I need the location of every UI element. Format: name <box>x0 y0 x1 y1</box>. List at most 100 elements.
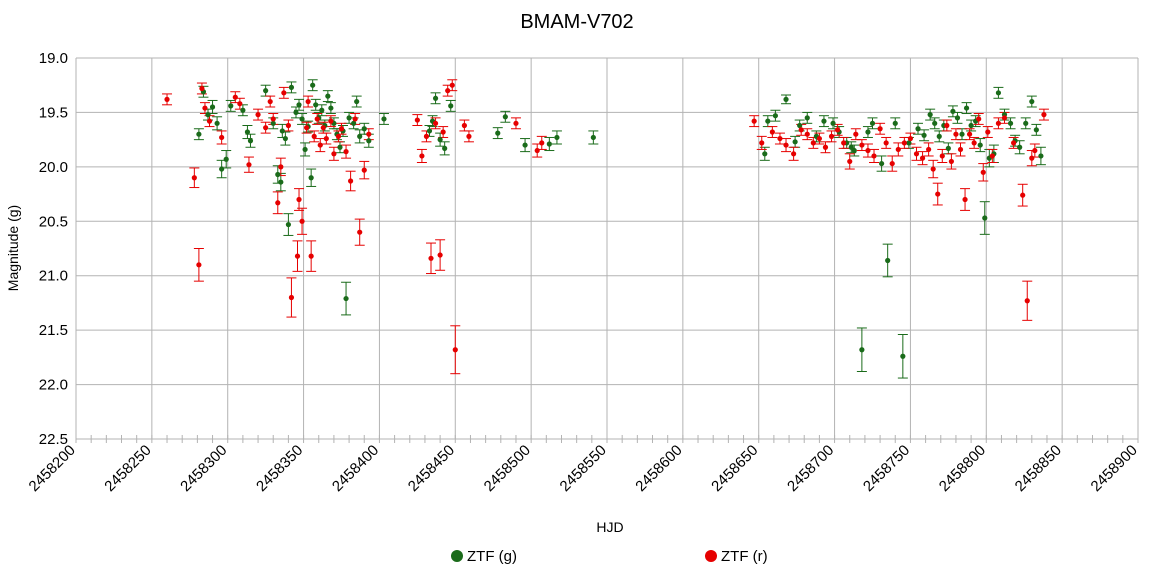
point-r <box>889 160 895 167</box>
point-r <box>255 112 261 118</box>
point-g <box>293 109 299 116</box>
x-tick-label: 2458500 <box>481 442 534 495</box>
point-r <box>948 158 954 165</box>
point-r <box>357 229 363 235</box>
point-r <box>304 125 310 131</box>
point-g <box>495 130 501 136</box>
point-r <box>751 118 757 124</box>
point-r <box>452 347 458 353</box>
point-r <box>1041 112 1047 118</box>
point-g <box>1007 120 1014 126</box>
point-r <box>328 118 334 124</box>
x-tick-label: 2458650 <box>708 442 761 495</box>
legend-label-r: ZTF (r) <box>721 548 768 565</box>
point-g <box>282 135 288 142</box>
point-r <box>281 90 287 96</box>
point-r <box>1001 115 1008 121</box>
point-g <box>285 221 291 228</box>
point-r <box>219 134 225 141</box>
point-g <box>502 114 508 120</box>
point-r <box>296 196 302 203</box>
point-g <box>869 120 876 126</box>
point-r <box>246 162 252 168</box>
point-g <box>357 133 363 139</box>
point-g <box>977 142 983 148</box>
point-g <box>797 122 803 129</box>
point-r <box>299 218 305 224</box>
y-tick-label: 21.5 <box>39 322 68 339</box>
point-g <box>275 171 281 178</box>
point-r <box>859 142 865 148</box>
point-g <box>522 142 528 148</box>
point-r <box>944 122 950 129</box>
point-r <box>828 133 835 139</box>
point-g <box>546 141 552 147</box>
point-r <box>196 262 202 268</box>
point-r <box>348 178 354 184</box>
point-g <box>1017 144 1023 150</box>
x-tick-label: 2458400 <box>329 442 382 495</box>
point-g <box>865 129 871 135</box>
point-g <box>299 116 305 122</box>
error-bars <box>162 79 1049 379</box>
point-g <box>244 129 251 135</box>
point-r <box>428 255 434 261</box>
chart-title: BMAM-V702 <box>520 11 633 33</box>
point-r <box>534 147 540 154</box>
y-tick-label: 20.5 <box>39 213 68 230</box>
point-g <box>792 139 798 145</box>
point-g <box>765 118 771 124</box>
point-r <box>853 131 859 137</box>
y-axis-label: Magnitude (g) <box>5 205 21 291</box>
point-g <box>848 144 854 150</box>
point-r <box>976 116 982 122</box>
point-r <box>777 135 783 142</box>
point-r <box>980 169 986 175</box>
point-r <box>314 116 320 122</box>
x-tick-label: 2458300 <box>177 442 230 495</box>
point-g <box>932 120 938 126</box>
point-r <box>804 131 810 137</box>
point-g <box>1029 98 1035 105</box>
point-r <box>935 191 941 197</box>
point-r <box>270 116 276 122</box>
x-tick-label: 2458450 <box>405 442 458 495</box>
point-r <box>865 147 871 154</box>
y-tick-label: 19.0 <box>39 50 68 67</box>
point-g <box>1033 127 1039 133</box>
point-g <box>270 120 276 126</box>
point-r <box>759 140 765 146</box>
point-r <box>841 140 847 146</box>
point-g <box>1023 120 1029 126</box>
point-g <box>783 96 789 102</box>
point-r <box>232 94 238 100</box>
axes <box>75 58 1139 443</box>
point-g <box>892 120 898 126</box>
point-g <box>209 104 216 110</box>
point-r <box>769 129 775 135</box>
data-points <box>164 82 1047 359</box>
point-r <box>895 146 901 153</box>
point-r <box>305 98 311 105</box>
x-tick-label: 2458850 <box>1012 442 1065 495</box>
point-r <box>926 146 932 153</box>
point-r <box>311 133 317 139</box>
point-g <box>366 138 372 144</box>
point-g <box>337 144 343 150</box>
point-r <box>437 252 443 258</box>
point-g <box>963 105 970 111</box>
point-r <box>361 167 367 173</box>
point-r <box>1029 155 1035 161</box>
point-r <box>352 116 358 122</box>
point-r <box>237 101 243 107</box>
point-g <box>906 140 912 146</box>
point-g <box>900 353 906 359</box>
x-tick-label: 2458250 <box>101 442 154 495</box>
point-r <box>366 131 372 137</box>
point-g <box>954 115 961 121</box>
point-g <box>278 179 284 185</box>
point-g <box>945 145 951 151</box>
point-r <box>323 135 329 142</box>
point-g <box>982 215 988 221</box>
